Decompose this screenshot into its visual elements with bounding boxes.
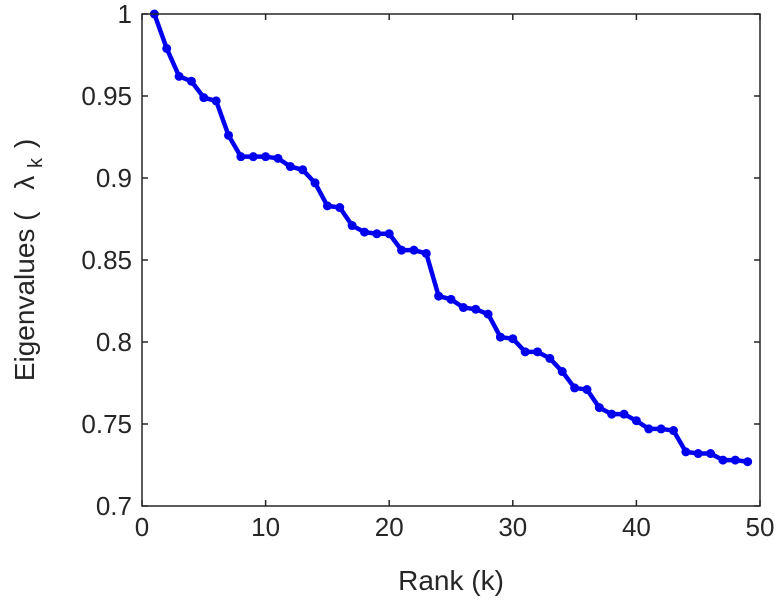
- data-point: [681, 447, 691, 457]
- data-point: [409, 245, 419, 255]
- data-point: [211, 96, 221, 106]
- y-tick-label: 0.7: [96, 491, 132, 521]
- data-point: [310, 178, 320, 188]
- data-point: [743, 457, 753, 467]
- data-point: [644, 424, 654, 434]
- data-point: [248, 152, 258, 162]
- y-axis-label-close: ): [9, 139, 40, 148]
- y-tick-label: 0.85: [81, 245, 132, 275]
- y-axis-label-lambda: λ: [9, 176, 40, 190]
- data-point: [224, 130, 234, 140]
- data-point: [570, 383, 580, 393]
- y-tick-label: 1: [118, 0, 132, 29]
- data-point: [384, 229, 394, 239]
- data-point: [483, 309, 493, 319]
- data-point: [557, 367, 567, 377]
- data-point: [285, 162, 295, 172]
- axis-ticks: 0 10 20 30 40 50 0.7 0.75 0.8 0.85 0.9 0.95 1: [81, 0, 774, 542]
- x-tick-label: 30: [498, 512, 527, 542]
- data-point: [718, 455, 728, 465]
- data-point: [397, 245, 407, 255]
- data-point: [706, 449, 716, 459]
- data-point: [495, 332, 505, 342]
- data-point: [458, 303, 468, 313]
- data-point: [162, 43, 172, 53]
- x-tick-label: 20: [375, 512, 404, 542]
- plot-marks: [149, 9, 753, 467]
- x-tick-label: 40: [622, 512, 651, 542]
- data-point: [186, 76, 196, 86]
- data-point: [582, 385, 592, 395]
- data-point: [668, 426, 678, 436]
- data-point: [508, 334, 518, 344]
- data-point: [421, 248, 431, 258]
- data-point: [335, 203, 345, 213]
- data-point: [199, 93, 209, 103]
- y-tick-label: 0.75: [81, 409, 132, 439]
- data-point: [298, 165, 308, 175]
- x-axis-label: Rank (k): [398, 565, 504, 596]
- data-point: [520, 347, 530, 357]
- x-tick-label: 50: [746, 512, 775, 542]
- data-point: [619, 409, 629, 419]
- data-point: [656, 424, 666, 434]
- data-point: [372, 229, 382, 239]
- data-point: [261, 152, 271, 162]
- data-point: [471, 304, 481, 314]
- series-line: [152, 11, 750, 464]
- y-tick-label: 0.95: [81, 81, 132, 111]
- x-tick-label: 0: [135, 512, 149, 542]
- y-axis-label: Eigenvalues ( λ k ): [9, 139, 48, 381]
- data-point: [347, 221, 357, 231]
- data-point: [273, 153, 283, 163]
- data-point: [631, 416, 641, 426]
- data-point: [322, 201, 332, 211]
- plot-frame: [141, 13, 761, 507]
- data-point: [434, 291, 444, 301]
- y-axis-label-text: Eigenvalues (: [9, 211, 40, 381]
- data-point: [446, 294, 456, 304]
- y-axis-label-subscript: k: [25, 157, 47, 168]
- data-point: [236, 152, 246, 162]
- data-point: [545, 353, 555, 363]
- data-point: [533, 347, 543, 357]
- data-point: [359, 227, 369, 237]
- data-point: [174, 71, 184, 81]
- data-point: [607, 409, 617, 419]
- data-point: [730, 455, 740, 465]
- x-tick-label: 10: [251, 512, 280, 542]
- data-point: [594, 403, 604, 413]
- y-tick-label: 0.8: [96, 327, 132, 357]
- data-point: [693, 449, 703, 459]
- y-tick-label: 0.9: [96, 163, 132, 193]
